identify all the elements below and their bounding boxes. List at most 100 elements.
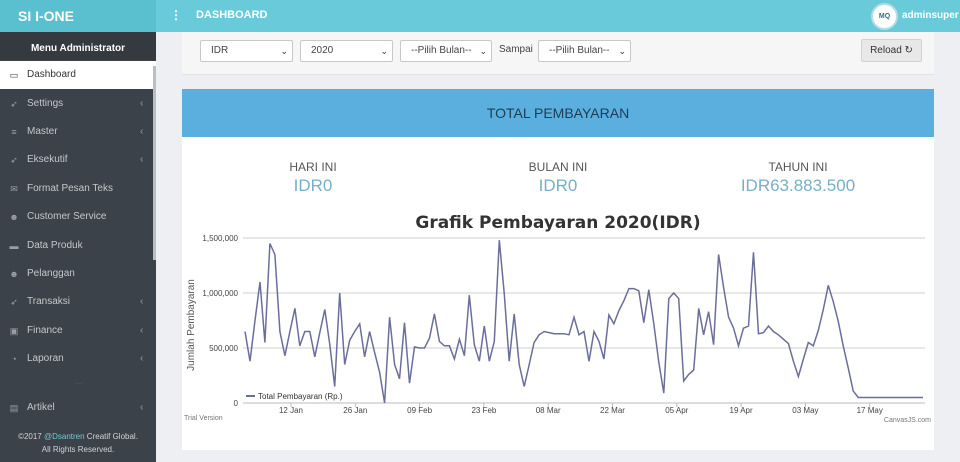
x-tick-label: 26 Jan [343, 406, 367, 415]
sidebar-item-dashboard[interactable]: ▭ Dashboard [0, 61, 156, 89]
avatar[interactable]: MQ [871, 3, 898, 30]
laptop-icon: ▭ [9, 70, 19, 80]
chevron-left-icon: ‹ [140, 154, 144, 165]
month-from-value: --Pilih Bulan-- [411, 45, 472, 56]
user-name[interactable]: adminsuper [902, 10, 959, 21]
legend-label[interactable]: Total Pembayaran (Rp.) [258, 392, 343, 401]
stat-value: IDR0 [293, 176, 333, 195]
refresh-icon: ↻ [904, 45, 913, 56]
reload-label: Reload [870, 45, 902, 56]
stat-hari-ini: HARI INI IDR0 [188, 160, 438, 196]
top-navbar: SI I-ONE ⋮ DASHBOARD MQ adminsuper [0, 0, 960, 32]
sidebar-item-customer-service[interactable]: ☻ Customer Service [0, 203, 156, 231]
total-pembayaran-panel: TOTAL PEMBAYARAN HARI INI IDR0 BULAN INI… [182, 89, 934, 450]
sidebar-header: Menu Administrator [0, 32, 156, 60]
x-tick-label: 19 Apr [730, 406, 753, 415]
chevron-down-icon: ⌄ [479, 46, 487, 56]
chevron-left-icon: ‹ [140, 325, 144, 336]
sidebar-item-data-produk[interactable]: ▬ Data Produk [0, 232, 156, 260]
x-tick-label: 08 Mar [536, 406, 561, 415]
stat-value: IDR0 [538, 176, 578, 195]
sidebar-item-label: Finance [27, 325, 63, 336]
app-brand[interactable]: SI I-ONE [0, 0, 156, 32]
year-select[interactable]: 2020 ⌄ [300, 40, 393, 62]
sidebar-item-transaksi[interactable]: ➶ Transaksi ‹ [0, 288, 156, 316]
chevron-left-icon: ‹ [140, 402, 144, 413]
sidebar-item-label: Artikel [27, 402, 55, 413]
month-to-value: --Pilih Bulan-- [549, 45, 610, 56]
users-icon: ☻ [9, 269, 19, 279]
sidebar-footer: ©2017 @Dsantren Creatif Global. All Righ… [0, 430, 156, 456]
x-tick-label: 09 Feb [407, 406, 432, 415]
envelope-icon: ✉ [10, 184, 18, 194]
y-axis-label: Jumlah Pembayaran [186, 279, 197, 371]
rocket-icon: ➶ [10, 297, 18, 307]
sidebar-item-label: Transaksi [27, 296, 70, 307]
stat-label: BULAN INI [528, 160, 588, 174]
sidebar-item-laporan[interactable]: ◔ Laporan ‹ [0, 345, 156, 373]
footer-copyright: ©2017 [18, 432, 44, 441]
chevron-left-icon: ‹ [140, 98, 144, 109]
x-tick-label: 17 May [857, 406, 883, 415]
sidebar-item-label: Settings [27, 98, 64, 109]
x-tick-label: 22 Mar [600, 406, 625, 415]
stat-bulan-ini: BULAN INI IDR0 [433, 160, 683, 196]
y-tick-label: 1,500,000 [202, 234, 238, 243]
canvasjs-credit[interactable]: CanvasJS.com [884, 417, 931, 424]
chevron-left-icon: ‹ [140, 126, 144, 137]
footer-company: Creatif Global. [84, 432, 138, 441]
year-select-value: 2020 [311, 45, 334, 56]
sidebar-divider: ··· [75, 379, 83, 388]
trial-watermark: Trial Version [184, 415, 223, 422]
sidebar-item-settings[interactable]: ➶ Settings ‹ [0, 90, 156, 118]
sidebar-item-label: Master [27, 126, 58, 137]
sidebar-item-format-pesan-teks[interactable]: ✉ Format Pesan Teks [0, 175, 156, 203]
currency-select[interactable]: IDR ⌄ [200, 40, 293, 62]
x-tick-label: 12 Jan [279, 406, 303, 415]
pie-chart-icon: ◔ [11, 354, 17, 364]
chevron-left-icon: ‹ [140, 296, 144, 307]
x-tick-label: 03 May [792, 406, 818, 415]
sidebar-item-label: Pelanggan [27, 268, 75, 279]
y-tick-label: 500,000 [209, 344, 238, 353]
y-tick-label: 1,000,000 [202, 289, 238, 298]
chevron-down-icon: ⌄ [380, 46, 388, 56]
stat-label: TAHUN INI [768, 160, 828, 174]
folder-icon: ▬ [9, 241, 19, 251]
sidebar-item-label: Laporan [27, 353, 64, 364]
month-to-select[interactable]: --Pilih Bulan-- ⌄ [538, 40, 631, 62]
panel-title: TOTAL PEMBAYARAN [182, 89, 934, 137]
sidebar-item-pelanggan[interactable]: ☻ Pelanggan [0, 260, 156, 288]
chart-title: Grafik Pembayaran 2020(IDR) [415, 213, 700, 233]
chevron-left-icon: ‹ [140, 353, 144, 364]
file-icon: ▤ [9, 403, 19, 413]
database-icon: ≡ [11, 127, 17, 137]
sidebar-item-label: Dashboard [27, 69, 76, 80]
x-tick-label: 23 Feb [471, 406, 496, 415]
sampai-label: Sampai [499, 44, 533, 55]
sidebar-item-label: Eksekutif [27, 154, 68, 165]
sidebar-item-eksekutif[interactable]: ➶ Eksekutif ‹ [0, 146, 156, 174]
footer-rights: All Rights Reserved. [41, 445, 115, 454]
menu-toggle-icon[interactable]: ⋮ [170, 8, 182, 22]
x-tick-label: 05 Apr [665, 406, 688, 415]
chevron-down-icon: ⌄ [280, 46, 288, 56]
sidebar-item-label: Data Produk [27, 240, 83, 251]
sidebar-item-label: Format Pesan Teks [27, 183, 113, 194]
stat-label: HARI INI [289, 160, 337, 174]
reload-button[interactable]: Reload ↻ [861, 39, 922, 62]
sidebar-scrollbar[interactable] [153, 66, 156, 260]
y-tick-label: 0 [234, 399, 239, 408]
sidebar-item-finance[interactable]: ▣ Finance ‹ [0, 317, 156, 345]
money-icon: ▣ [9, 326, 19, 336]
sidebar: Menu Administrator ▭ Dashboard ➶ Settings ‹ ≡… [0, 32, 156, 462]
currency-select-value: IDR [211, 45, 229, 56]
sidebar-item-artikel[interactable]: ▤ Artikel ‹ [0, 394, 156, 422]
month-from-select[interactable]: --Pilih Bulan-- ⌄ [400, 40, 492, 62]
page-title: DASHBOARD [196, 9, 268, 21]
footer-link[interactable]: @Dsantren [43, 432, 85, 441]
stat-value: IDR63.883.500 [740, 176, 856, 195]
rocket-icon: ➶ [10, 155, 18, 165]
sidebar-item-master[interactable]: ≡ Master ‹ [0, 118, 156, 146]
